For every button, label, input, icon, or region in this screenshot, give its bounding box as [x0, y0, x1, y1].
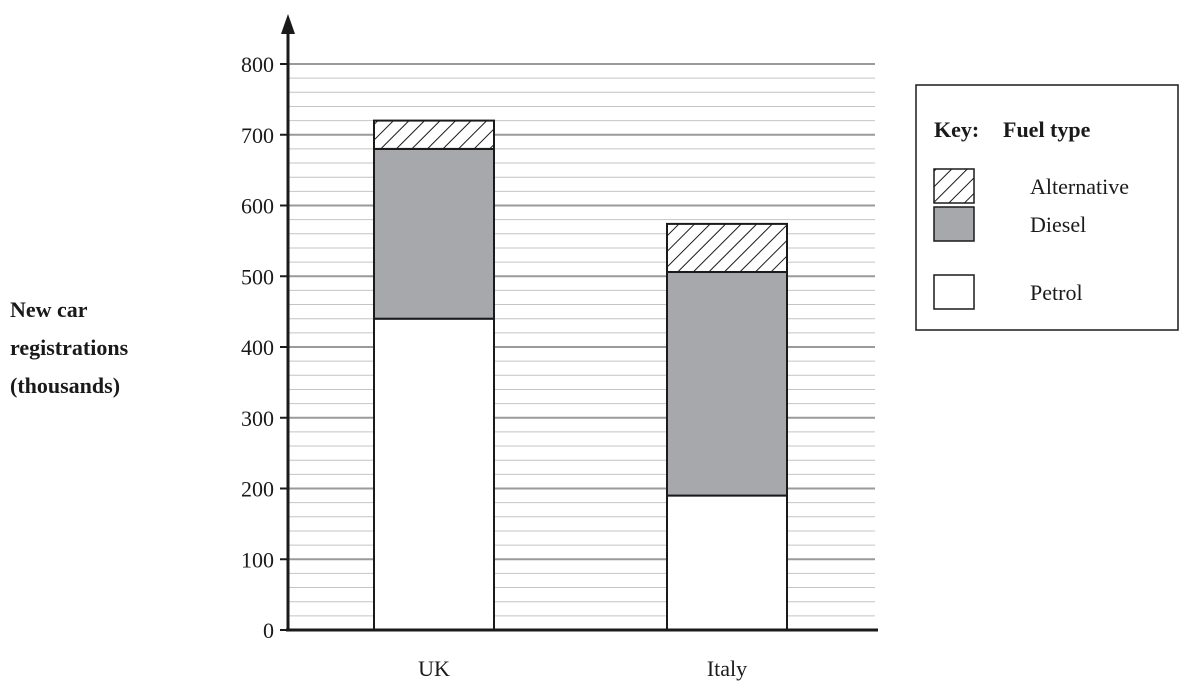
bar-uk-petrol — [373, 317, 495, 631]
category-labels: UK Italy — [418, 656, 747, 681]
bar-italy-diesel — [666, 271, 788, 497]
y-tick-label: 0 — [263, 618, 274, 643]
legend-key-label: Key: — [934, 117, 979, 142]
legend-swatch-diesel — [933, 206, 975, 242]
bar-uk-diesel — [373, 147, 495, 320]
y-tick-label: 300 — [241, 406, 274, 431]
y-tick-label: 600 — [241, 194, 274, 219]
legend-label-petrol: Petrol — [1030, 280, 1083, 305]
legend-swatch-alternative — [933, 168, 975, 204]
bar-uk-alternative — [373, 119, 495, 150]
legend-title: Fuel type — [1003, 117, 1091, 142]
y-tick-label: 100 — [241, 547, 274, 572]
y-tick-label: 500 — [241, 264, 274, 289]
legend-label-diesel: Diesel — [1030, 212, 1086, 237]
y-axis-title-line-3: (thousands) — [10, 373, 120, 398]
y-tick-label: 700 — [241, 123, 274, 148]
bar-italy-petrol — [666, 494, 788, 632]
category-label-italy: Italy — [707, 656, 747, 681]
y-axis-title-line-1: New car — [10, 297, 88, 322]
y-tick-label: 800 — [241, 52, 274, 77]
bars — [373, 119, 788, 632]
y-axis-arrow — [281, 14, 295, 34]
y-tick-label: 200 — [241, 477, 274, 502]
axes — [281, 14, 878, 632]
legend-label-alternative: Alternative — [1030, 174, 1129, 199]
y-tick-labels: 0 100 200 300 400 500 600 700 800 — [241, 52, 288, 643]
y-tick-label: 400 — [241, 335, 274, 360]
legend-swatch-petrol — [933, 274, 975, 310]
y-axis-title: New car registrations (thousands) — [10, 297, 129, 398]
legend: Key: Fuel type Alternative Diesel Petrol — [915, 84, 1179, 331]
y-axis-title-line-2: registrations — [10, 335, 129, 360]
category-label-uk: UK — [418, 656, 450, 681]
bar-italy-alternative — [666, 222, 788, 274]
